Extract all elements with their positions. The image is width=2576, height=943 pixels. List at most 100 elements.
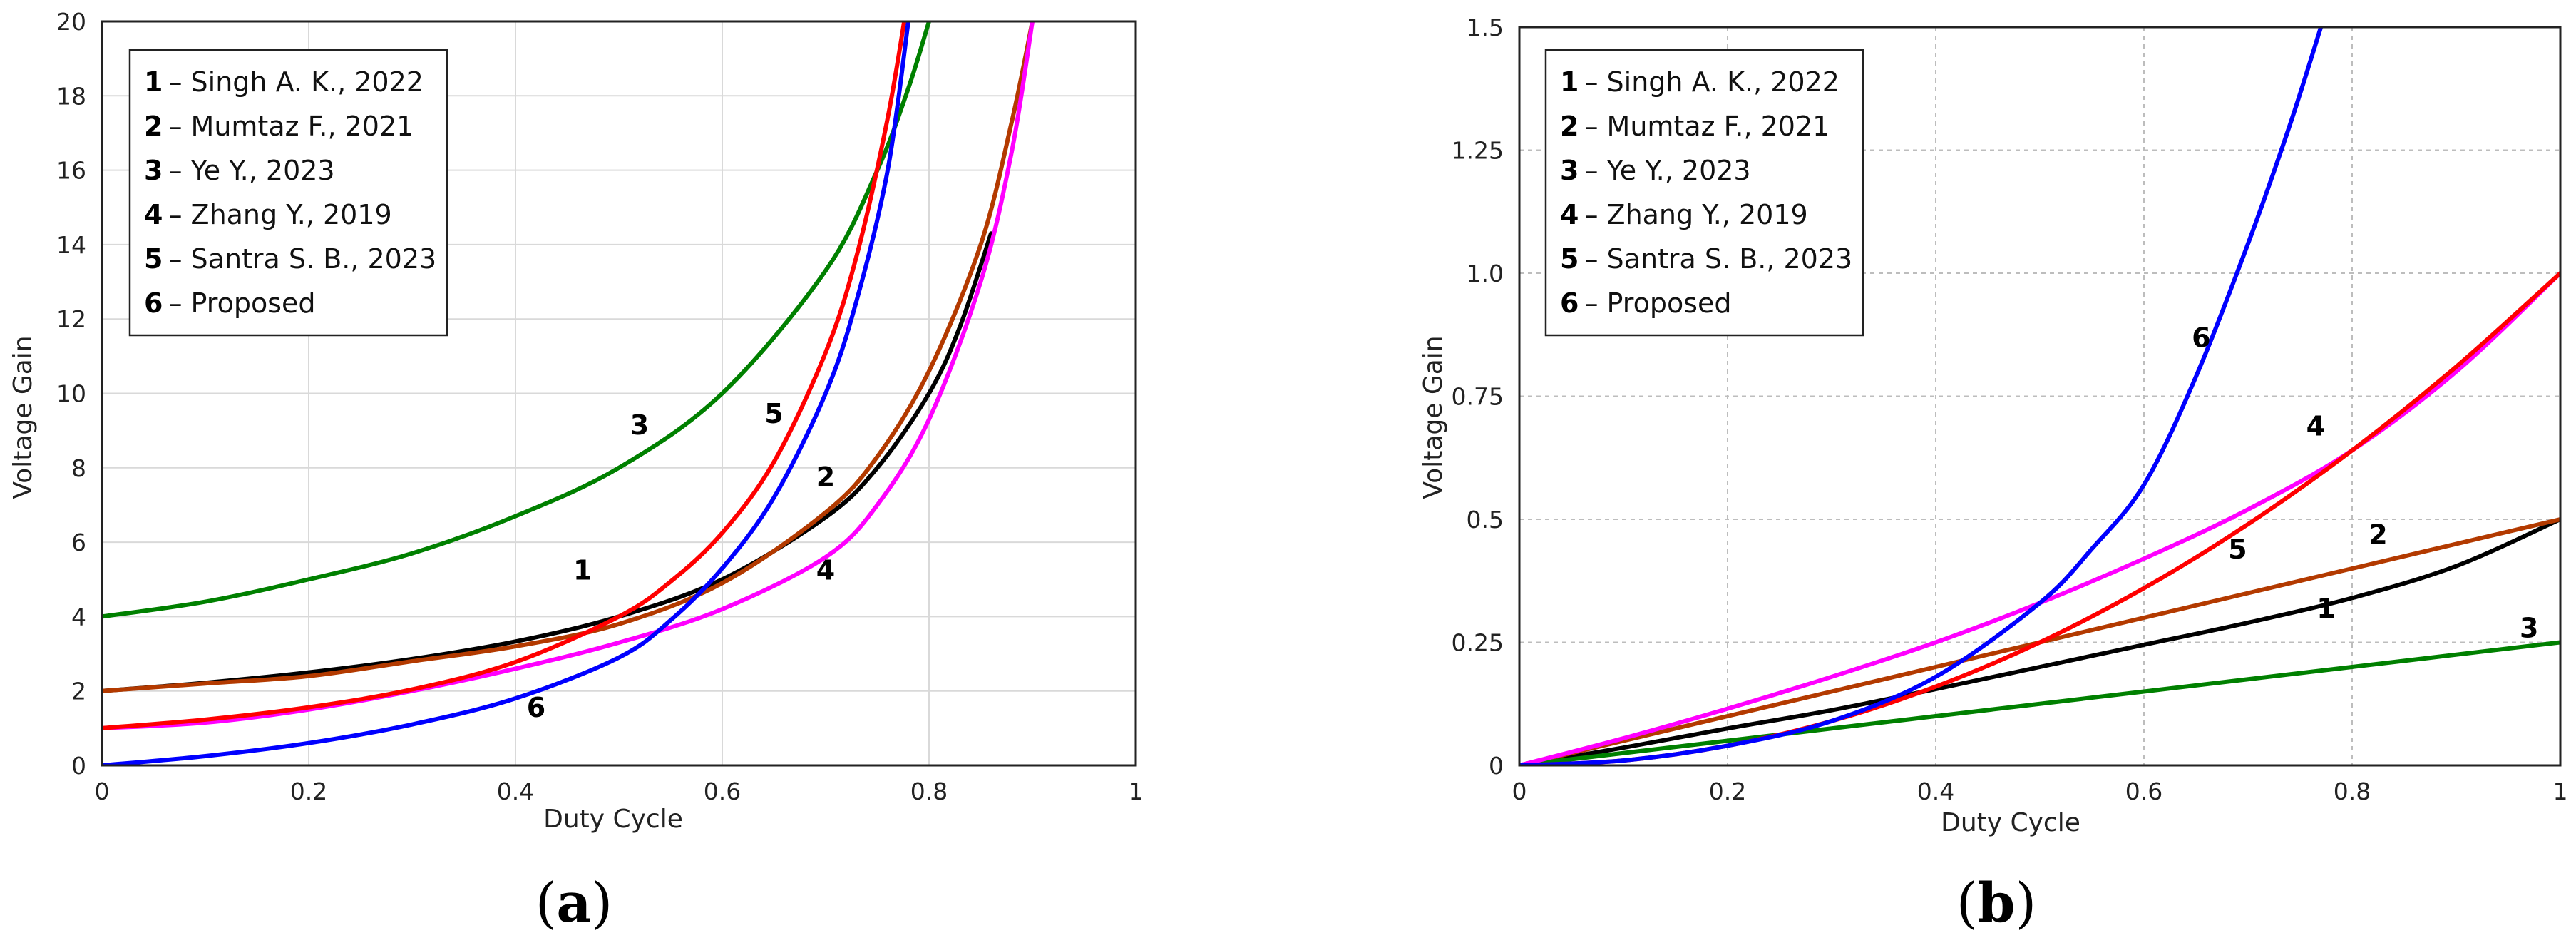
legend-entry-number: 4 [1560,199,1579,230]
legend-entry-number: 4 [144,199,163,230]
y-tick-label: 0.75 [1452,383,1504,411]
curves-b [1519,27,2560,765]
legend-entry: 5– Santra S. B., 2023 [1560,243,1852,275]
curve-label-5: 5 [2228,534,2247,565]
y-tick-label: 2 [71,678,86,705]
y-tick-label: 0 [71,752,86,780]
y-tick-label: 1.5 [1467,14,1504,41]
x-tick-label: 0.6 [704,778,741,805]
legend-entry-number: 3 [1560,155,1579,186]
x-tick-label: 0.8 [2334,778,2371,805]
legend-entry: 5– Santra S. B., 2023 [144,243,436,275]
legend-entry-text: – Mumtaz F., 2021 [1584,111,1830,142]
x-tick-label: 0 [1512,778,1527,805]
legend-entry-text: – Proposed [168,287,315,319]
legend-entry-number: 1 [1560,66,1579,98]
y-tick-label: 10 [56,380,86,408]
legend-entry-text: – Ye Y., 2023 [1584,155,1750,186]
x-tick-label: 0 [95,778,110,805]
chart-panel-b: 0 0.2 0.4 0.6 0.8 1 0 0.25 0.5 0.75 1.0 1.25 1.5 Du… [1419,14,2568,934]
y-tick-label: 0 [1489,752,1504,780]
plot-frame-b [1518,26,2562,767]
y-tick-label: 12 [56,305,86,333]
curve-label-3: 3 [2520,613,2538,644]
series-6-line [1519,27,2324,765]
y-tick-label: 0.25 [1452,629,1504,657]
x-tick-label: 1 [1129,778,1144,805]
legend-entry-number: 3 [144,155,163,186]
panel-label-b: (b) [1956,871,2036,934]
x-tick-label: 0.8 [910,778,948,805]
legend-entry-text: – Singh A. K., 2022 [1584,66,1839,98]
panel-letter-a: a [556,871,591,934]
panel-letter-b: b [1977,871,2015,934]
legend-entry: 2– Mumtaz F., 2021 [144,111,414,142]
y-tick-label: 1.0 [1467,260,1504,287]
x-tick-label: 0.2 [290,778,327,805]
curve-label-6: 6 [527,692,545,723]
series-5-line [102,21,907,730]
legend-entry-text: – Zhang Y., 2019 [1584,199,1807,230]
legend-entry-number: 2 [1560,111,1579,142]
y-tick-label: 18 [56,82,86,110]
legend-entry: 3– Ye Y., 2023 [1560,155,1751,186]
x-tick-label: 0.4 [497,778,534,805]
curve-label-3: 3 [630,409,649,441]
curve-labels-a: 1 2 3 4 5 6 [527,398,835,723]
series-2-line [102,21,1035,693]
legend-entry-text: – Singh A. K., 2022 [168,66,423,98]
legend-entry-text: – Zhang Y., 2019 [168,199,391,230]
x-tick-label: 0.4 [1917,778,1954,805]
x-axis-title-b: Duty Cycle [1941,808,2080,837]
legend-entry-number: 6 [144,287,163,319]
plot-frame-a [101,20,1137,767]
legend-entry: 6– Proposed [1560,287,1731,319]
y-tick-label: 14 [56,231,86,259]
legend-box [1544,49,1864,337]
x-tick-label: 0.2 [1709,778,1746,805]
curve-label-4: 4 [2306,411,2325,442]
legend-entry-number: 6 [1560,287,1579,319]
series-1-line [102,231,993,693]
series-1-line [1519,517,2560,765]
curve-label-2: 2 [2369,519,2387,551]
legend-entry-number: 5 [1560,243,1579,275]
legend-entry-text: – Santra S. B., 2023 [1584,243,1852,275]
curve-labels-b: 1 2 3 4 5 6 [2192,322,2538,644]
y-tick-label: 16 [56,157,86,185]
legend-entry: 6– Proposed [144,287,315,319]
curve-label-5: 5 [764,398,783,429]
y-tick-label: 8 [71,454,86,482]
legend-entry-number: 5 [144,243,163,275]
curve-label-6: 6 [2192,322,2210,354]
series-4-line [102,21,1035,730]
curve-label-2: 2 [816,462,835,493]
x-tick-label: 1 [2553,778,2568,805]
legend-entry-text: – Proposed [1584,287,1731,319]
y-tick-label: 0.5 [1467,506,1504,534]
curves-a [102,21,1035,765]
y-tick-label: 4 [71,603,86,631]
curve-label-1: 1 [573,554,592,586]
y-tick-label: 6 [71,529,86,556]
legend-entry-text: – Santra S. B., 2023 [168,243,436,275]
legend-entry: 1– Singh A. K., 2022 [1560,66,1839,98]
legend-entry: 2– Mumtaz F., 2021 [1560,111,1830,142]
x-axis-title-a: Duty Cycle [543,805,683,834]
x-tick-label: 0.6 [2125,778,2162,805]
y-tick-labels-b: 0 0.25 0.5 0.75 1.0 1.25 1.5 [1452,14,1504,780]
curve-label-1: 1 [2316,593,2335,624]
y-tick-label: 20 [56,8,86,36]
panel-label-a: (a) [535,871,613,934]
y-tick-labels-a: 0 2 4 6 8 10 12 14 16 18 20 [56,8,86,780]
series-6-line [102,21,910,765]
y-axis-title-b: Voltage Gain [1419,335,1448,499]
x-tick-labels-a: 0 0.2 0.4 0.6 0.8 1 [95,778,1144,805]
x-tick-labels-b: 0 0.2 0.4 0.6 0.8 1 [1512,778,2568,805]
curve-label-4: 4 [816,554,835,586]
legend-box [128,49,448,337]
